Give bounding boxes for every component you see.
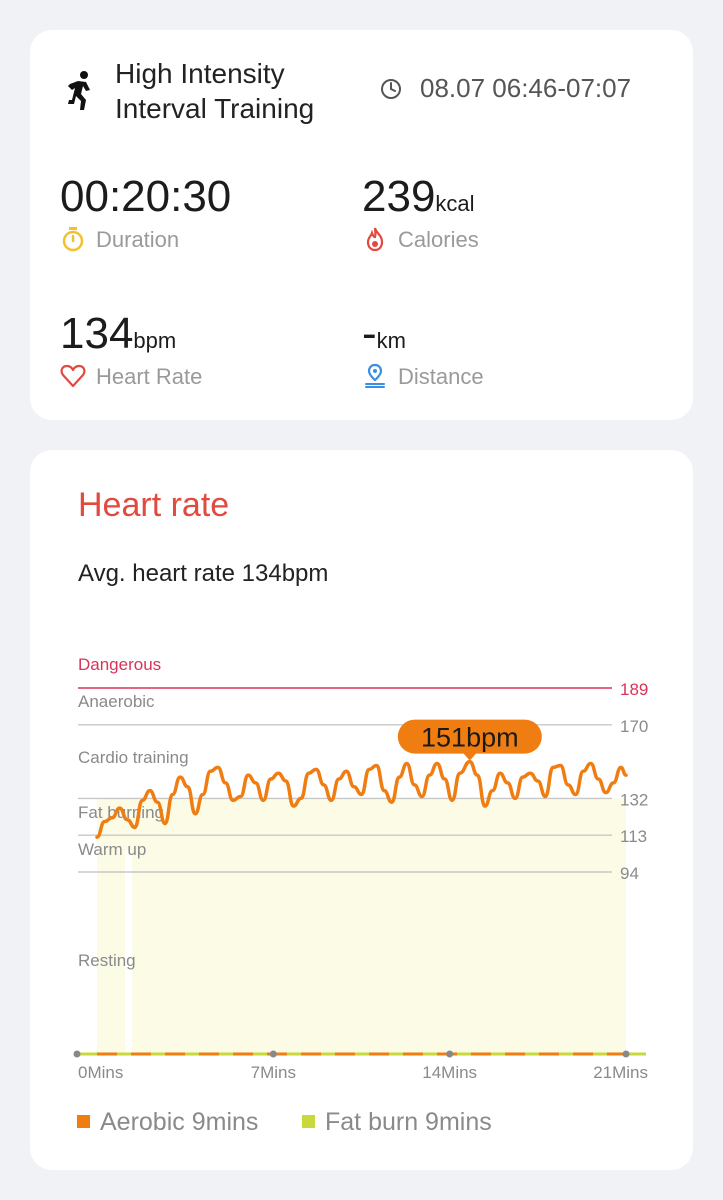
distance-number: -: [362, 309, 377, 358]
zone-value-113: 113: [620, 827, 647, 846]
legend-aerobic-swatch: [77, 1115, 90, 1128]
heart-rate-chart[interactable]: 189 Dangerous 170 Anaerobic 132 Cardio traini…: [30, 450, 693, 1090]
zone-label-anaerobic: Anaerobic: [78, 692, 155, 711]
duration-label: Duration: [96, 227, 180, 252]
heart-icon: [60, 364, 86, 388]
heart-rate-number: 134: [60, 309, 134, 358]
workout-title-line1: High Intensity: [115, 58, 285, 89]
peak-tooltip-bubble: [397, 719, 542, 754]
zone-label-warm-up: Warm up: [78, 840, 146, 859]
zone-label-resting: Resting: [78, 951, 136, 970]
flame-icon: [366, 227, 384, 252]
distance-label: Distance: [398, 364, 484, 389]
legend-fat-burn-swatch: [302, 1115, 315, 1128]
calories-unit: kcal: [435, 191, 475, 216]
chart-zone-fill: [97, 798, 626, 1054]
x-tick-dot-7: [269, 1050, 277, 1058]
workout-summary-card: High Intensity Interval Training 08.07 0…: [30, 30, 693, 420]
stopwatch-icon: [62, 227, 84, 252]
peak-tooltip-pointer: [462, 752, 477, 761]
zone-value-170: 170: [620, 717, 648, 736]
heart-rate-card: Heart rate Avg. heart rate 134bpm 189 Dan…: [30, 450, 693, 1170]
legend-fat-burn-label: Fat burn 9mins: [325, 1108, 492, 1136]
x-tick-dot-14: [446, 1050, 454, 1058]
workout-time-range: 08.07 06:46-07:07: [420, 73, 632, 103]
zone-label-cardio-training: Cardio training: [78, 748, 189, 767]
x-tick-label-0: 0Mins: [78, 1063, 123, 1082]
location-pin-icon: [365, 363, 385, 388]
heart-rate-value: 134bpm: [60, 310, 176, 365]
distance-unit: km: [376, 328, 406, 353]
x-tick-label-7: 7Mins: [251, 1063, 296, 1082]
duration-value: 00:20:30: [60, 173, 231, 228]
workout-title-line2: Interval Training: [115, 93, 315, 124]
duration-number: 00:20:30: [60, 172, 232, 221]
clock-icon: [381, 79, 401, 99]
heart-rate-title: Heart rate: [78, 486, 230, 524]
zone-label-fat-burning: Fat burning: [78, 803, 164, 822]
heart-rate-label: Heart Rate: [96, 364, 203, 389]
calories-value: 239kcal: [362, 173, 475, 228]
zone-value-189: 189: [620, 680, 648, 699]
zone-value-94: 94: [620, 864, 639, 883]
calories-number: 239: [362, 172, 436, 221]
peak-tooltip-text: 151bpm: [421, 723, 519, 753]
chart-fill-gap: [125, 850, 132, 1054]
calories-label: Calories: [398, 227, 479, 252]
running-person-icon: [68, 71, 90, 110]
x-tick-dot-0: [73, 1050, 81, 1058]
legend-aerobic-label: Aerobic 9mins: [100, 1108, 259, 1136]
zone-label-dangerous: Dangerous: [78, 655, 161, 674]
distance-value: -km: [362, 310, 406, 365]
zone-value-132: 132: [620, 790, 648, 809]
x-tick-dot-21: [622, 1050, 630, 1058]
heart-rate-line: [95, 759, 628, 839]
heart-rate-unit: bpm: [133, 328, 177, 353]
x-tick-label-21: 21Mins: [593, 1063, 648, 1082]
x-tick-label-14: 14Mins: [422, 1063, 477, 1082]
average-heart-rate: Avg. heart rate 134bpm: [78, 560, 329, 587]
